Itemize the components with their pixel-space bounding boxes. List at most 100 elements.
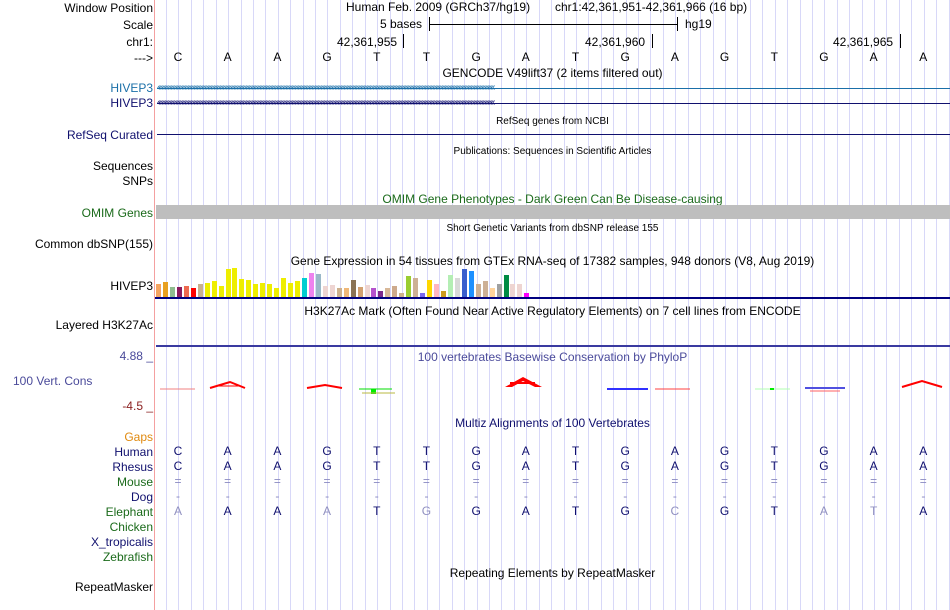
gtex-tissue-bar[interactable] [253,284,259,298]
gtex-tissue-bar[interactable] [364,285,370,298]
cons-mark [505,377,542,387]
gtex-tissue-bar[interactable] [461,269,467,298]
gtex-tissue-bar[interactable] [482,281,488,298]
gtex-tissue-bar[interactable] [301,278,307,298]
gtex-tissue-bar[interactable] [496,284,502,298]
gtex-tissue-bar[interactable] [232,268,238,298]
gtex-tissue-bar[interactable] [468,270,474,298]
multiz-track-title[interactable]: Multiz Alignments of 100 Vertebrates [455,416,650,430]
aligned-base: = [224,474,232,488]
repeatmasker-label[interactable]: RepeatMasker [74,580,153,594]
aligned-base: C [173,459,183,473]
gtex-tissue-bar[interactable] [510,283,516,298]
gtex-tissue-bar[interactable] [413,278,419,298]
gtex-tissue-bar[interactable] [267,284,273,298]
dbsnp-track-title[interactable]: Short Genetic Variants from dbSNP releas… [446,223,659,234]
gtex-tissue-bar[interactable] [274,287,280,298]
gtex-tissue-bar[interactable] [156,283,161,298]
gtex-tissue-bar[interactable] [239,279,245,298]
h3k27ac-label[interactable]: Layered H3K27Ac [55,318,153,332]
gtex-tissue-bar[interactable] [336,287,342,298]
species-label[interactable]: Human [114,445,153,459]
gtex-tissue-bar[interactable] [427,280,433,298]
repeatmasker-track-title[interactable]: Repeating Elements by RepeatMasker [449,566,656,580]
conservation-label[interactable]: 100 Vert. Cons [13,374,93,388]
gencode-gene-line[interactable] [157,103,950,104]
reference-base: A [919,50,928,64]
gencode-track-title[interactable]: GENCODE V49lift37 (2 items filtered out) [442,66,663,80]
gencode-gene-line[interactable] [157,88,950,89]
species-label[interactable]: Mouse [116,475,153,489]
gencode-item-label[interactable]: HIVEP3 [110,81,153,95]
gencode-item-label[interactable]: HIVEP3 [110,96,153,110]
publications-snps-label[interactable]: SNPs [122,174,153,188]
gtex-tissue-bar[interactable] [204,282,210,298]
gtex-tissue-bar[interactable] [454,278,460,298]
aligned-base: - [573,489,578,503]
multiz-gaps-label[interactable]: Gaps [124,430,153,444]
gtex-tissue-bar[interactable] [162,281,168,298]
gtex-tissue-bar[interactable] [357,287,363,298]
gtex-tissue-bar[interactable] [524,292,530,298]
gtex-tissue-bar[interactable] [447,274,453,298]
gtex-tissue-bar[interactable] [420,292,426,298]
gtex-tissue-bar[interactable] [176,287,182,298]
gtex-tissue-bar[interactable] [475,283,481,298]
species-label[interactable]: Rhesus [112,460,153,474]
gtex-tissue-bar[interactable] [281,277,287,298]
gtex-tissue-bar[interactable] [399,292,405,298]
aligned-base: - [772,489,777,503]
gtex-tissue-bar[interactable] [308,272,314,298]
gtex-tissue-bar[interactable] [378,291,384,298]
gtex-track-title[interactable]: Gene Expression in 54 tissues from GTEx … [290,254,815,268]
cons-mark [306,383,343,389]
omim-gene-bar[interactable] [156,205,950,219]
gtex-tissue-bar[interactable] [246,280,252,298]
gtex-tissue-bar[interactable] [211,281,217,298]
gtex-tissue-bar[interactable] [329,285,335,298]
refseq-track-title[interactable]: RefSeq genes from NCBI [496,116,609,127]
gtex-tissue-bar[interactable] [169,287,175,298]
gtex-tissue-bar[interactable] [197,284,203,298]
dbsnp-label[interactable]: Common dbSNP(155) [34,237,153,251]
omim-track-title[interactable]: OMIM Gene Phenotypes - Dark Green Can Be… [382,192,723,206]
aligned-base: A [919,459,928,473]
gtex-tissue-bar[interactable] [343,287,349,298]
gtex-bar-chart[interactable] [155,262,950,298]
species-label[interactable]: X_tropicalis [90,535,153,549]
omim-label[interactable]: OMIM Genes [81,206,153,220]
gtex-tissue-bar[interactable] [440,291,446,298]
gtex-tissue-bar[interactable] [406,275,412,298]
gtex-tissue-bar[interactable] [489,287,495,298]
gtex-baseline [155,297,950,299]
gtex-tissue-bar[interactable] [434,284,439,298]
publications-sequences-label[interactable]: Sequences [92,159,153,173]
species-label[interactable]: Zebrafish [102,550,153,564]
gtex-tissue-bar[interactable] [288,282,294,298]
gtex-tissue-bar[interactable] [392,286,398,298]
gtex-tissue-bar[interactable] [183,286,189,298]
gtex-tissue-bar[interactable] [315,273,321,298]
gtex-tissue-bar[interactable] [260,282,266,298]
gtex-tissue-bar[interactable] [371,288,377,298]
aligned-base: = [422,474,430,488]
gtex-tissue-bar[interactable] [503,274,509,298]
refseq-gene-line[interactable] [157,134,950,135]
gtex-label[interactable]: HIVEP3 [110,279,153,293]
species-label[interactable]: Elephant [105,505,153,519]
refseq-label[interactable]: RefSeq Curated [66,128,153,142]
gtex-tissue-bar[interactable] [517,283,523,298]
gtex-tissue-bar[interactable] [322,286,328,298]
gtex-tissue-bar[interactable] [225,269,231,298]
gtex-tissue-bar[interactable] [218,286,224,298]
publications-track-title[interactable]: Publications: Sequences in Scientific Ar… [453,146,652,157]
gtex-tissue-bar[interactable] [190,287,196,298]
conservation-track-title[interactable]: 100 vertebrates Basewise Conservation by… [417,350,688,364]
species-label[interactable]: Dog [130,490,153,504]
gtex-tissue-bar[interactable] [350,280,356,298]
h3k27ac-track-title[interactable]: H3K27Ac Mark (Often Found Near Active Re… [304,304,801,318]
gtex-tissue-bar[interactable] [385,288,391,298]
conservation-plot[interactable] [155,360,950,410]
gtex-tissue-bar[interactable] [295,281,300,298]
species-label[interactable]: Chicken [109,520,153,534]
